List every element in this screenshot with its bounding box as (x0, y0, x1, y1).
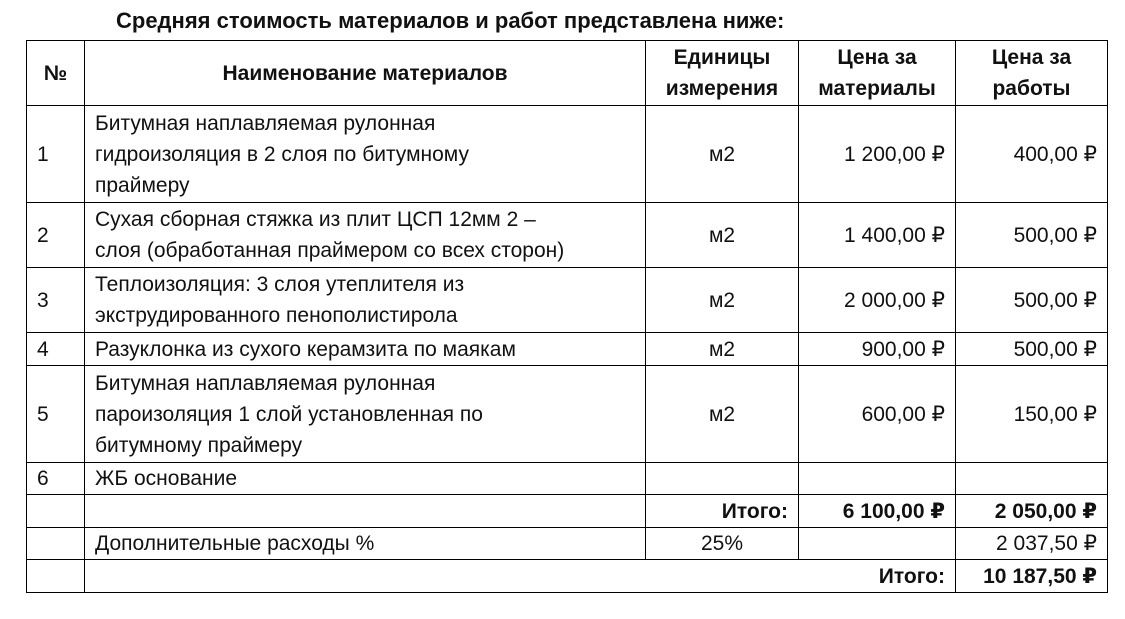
cost-table: № Наименование материалов Единицы измере… (26, 40, 1108, 593)
row-number: 2 (26, 202, 85, 268)
col-header-unit-line2: измерения (665, 77, 779, 100)
table-row: 2 Сухая сборная стяжка из плит ЦСП 12мм … (26, 202, 1108, 268)
empty-cell (26, 527, 85, 560)
material-name-line: Битумная наплавляемая рулонная (95, 111, 436, 135)
col-header-num: № (26, 40, 85, 106)
col-header-work-line1: Цена за (991, 46, 1072, 69)
materials-price: 900,00 ₽ (798, 332, 956, 366)
material-name: Разуклонка из сухого керамзита по маякам (84, 332, 646, 366)
table-row: 5 Битумная наплавляемая рулонная пароизо… (26, 365, 1108, 463)
materials-price (798, 462, 956, 495)
extra-costs-work: 2 037,50 ₽ (955, 527, 1108, 560)
empty-cell (26, 494, 85, 528)
material-name-line: Разуклонка из сухого керамзита по маякам (95, 337, 516, 361)
material-name-line: Сухая сборная стяжка из плит ЦСП 12мм 2 … (95, 208, 536, 231)
subtotal-row: Итого: 6 100,00 ₽ 2 050,00 ₽ (26, 494, 1108, 528)
subtotal-materials: 6 100,00 ₽ (798, 494, 956, 528)
work-price (955, 462, 1108, 495)
grand-total-row: Итого: 10 187,50 ₽ (26, 559, 1108, 593)
work-price: 400,00 ₽ (955, 105, 1108, 203)
unit-cell: м2 (645, 267, 799, 333)
work-price: 500,00 ₽ (955, 267, 1108, 333)
materials-price: 1 200,00 ₽ (798, 105, 956, 203)
table-row: 1 Битумная наплавляемая рулонная гидроиз… (26, 105, 1108, 203)
row-number: 3 (26, 267, 85, 333)
row-number: 1 (26, 105, 85, 203)
material-name: ЖБ основание (84, 462, 646, 495)
row-number: 5 (26, 365, 85, 463)
row-number: 4 (26, 332, 85, 366)
materials-price: 2 000,00 ₽ (798, 267, 956, 333)
work-price: 150,00 ₽ (955, 365, 1108, 463)
unit-cell: м2 (645, 202, 799, 268)
empty-cell (26, 559, 85, 593)
header-row: № Наименование материалов Единицы измере… (26, 40, 1108, 106)
work-price: 500,00 ₽ (955, 332, 1108, 366)
col-header-unit: Единицы измерения (645, 40, 799, 106)
col-header-work-line2: работы (992, 77, 1071, 100)
materials-price: 1 400,00 ₽ (798, 202, 956, 268)
work-price: 500,00 ₽ (955, 202, 1108, 268)
extra-costs-label: Дополнительные расходы % (84, 527, 646, 560)
material-name-line: гидроизоляция в 2 слоя по битумному (95, 142, 469, 166)
col-header-materials: Цена за материалы (798, 40, 956, 106)
table-row: 4 Разуклонка из сухого керамзита по маяк… (26, 332, 1108, 366)
material-name: Битумная наплавляемая рулонная пароизоля… (84, 365, 646, 463)
material-name: Сухая сборная стяжка из плит ЦСП 12мм 2 … (84, 202, 646, 268)
material-name-line: битумному праймеру (95, 433, 303, 457)
grand-total-value: 10 187,50 ₽ (955, 559, 1108, 593)
row-number: 6 (26, 462, 85, 495)
material-name-line: экструдированного пенополистирола (95, 304, 458, 327)
material-name: Битумная наплавляемая рулонная гидроизол… (84, 105, 646, 203)
unit-cell (645, 462, 799, 495)
table-row: 6 ЖБ основание (26, 462, 1108, 495)
col-header-name: Наименование материалов (84, 40, 646, 106)
grand-total-label: Итого: (84, 559, 956, 593)
unit-cell: м2 (645, 332, 799, 366)
material-name-line: пароизоляция 1 слой установленная по (95, 402, 483, 426)
extra-costs-row: Дополнительные расходы % 25% 2 037,50 ₽ (26, 527, 1108, 560)
extra-costs-percent: 25% (645, 527, 799, 560)
empty-cell (798, 527, 956, 560)
empty-cell (84, 494, 646, 528)
unit-cell: м2 (645, 105, 799, 203)
material-name-line: слоя (обработанная праймером со всех сто… (95, 239, 565, 262)
col-header-work: Цена за работы (955, 40, 1108, 106)
col-header-unit-line1: Единицы (673, 46, 771, 69)
subtotal-work: 2 050,00 ₽ (955, 494, 1108, 528)
page-heading: Средняя стоимость материалов и работ пре… (116, 8, 785, 33)
subtotal-label: Итого: (645, 494, 799, 528)
col-header-materials-line2: материалы (818, 77, 936, 100)
unit-cell: м2 (645, 365, 799, 463)
material-name: Теплоизоляция: 3 слоя утеплителя из экст… (84, 267, 646, 333)
material-name-line: ЖБ основание (95, 467, 238, 490)
table-row: 3 Теплоизоляция: 3 слоя утеплителя из эк… (26, 267, 1108, 333)
col-header-materials-line1: Цена за (837, 46, 917, 69)
materials-price: 600,00 ₽ (798, 365, 956, 463)
material-name-line: Битумная наплавляемая рулонная (95, 371, 436, 395)
material-name-line: праймеру (95, 173, 190, 197)
material-name-line: Теплоизоляция: 3 слоя утеплителя из (95, 273, 465, 296)
